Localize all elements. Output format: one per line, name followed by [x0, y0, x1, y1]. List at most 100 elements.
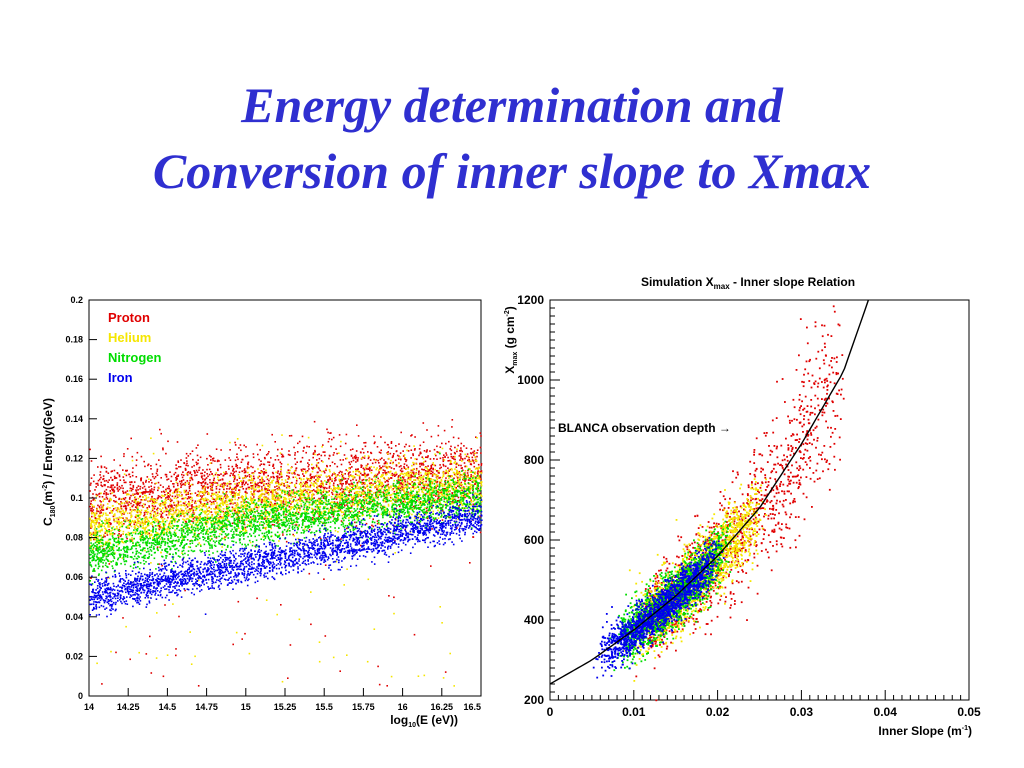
left-point — [144, 529, 146, 532]
left-point — [130, 522, 132, 524]
left-outlier-point — [115, 651, 117, 654]
left-point — [303, 475, 305, 477]
left-outlier-point — [102, 504, 105, 506]
left-point — [358, 470, 360, 473]
left-outlier-point — [479, 531, 482, 534]
left-point — [382, 465, 384, 468]
left-point — [277, 489, 279, 491]
left-point — [380, 505, 382, 508]
left-point — [261, 480, 263, 482]
left-point — [205, 503, 207, 506]
left-point — [319, 537, 322, 540]
left-point — [446, 498, 449, 501]
left-point — [316, 459, 318, 461]
left-point — [241, 483, 243, 486]
left-point — [337, 496, 339, 498]
left-point — [173, 491, 176, 494]
left-point — [348, 467, 350, 470]
left-point — [272, 475, 274, 478]
left-point — [188, 487, 191, 490]
left-point — [251, 477, 253, 480]
left-point — [447, 467, 449, 469]
left-point — [156, 512, 159, 514]
left-point — [95, 522, 98, 525]
left-point — [159, 484, 162, 486]
left-point — [139, 535, 141, 538]
left-point — [265, 469, 267, 472]
left-point — [451, 475, 453, 477]
left-point — [193, 464, 195, 467]
left-point — [165, 488, 167, 491]
left-point — [281, 478, 283, 481]
left-point — [103, 490, 106, 493]
left-point — [402, 495, 404, 498]
left-point — [328, 485, 331, 488]
left-point — [95, 530, 98, 533]
left-point — [195, 502, 197, 505]
left-point — [307, 495, 310, 497]
left-point — [171, 513, 173, 516]
left-point — [162, 503, 164, 506]
left-point — [268, 479, 270, 482]
left-point — [443, 485, 446, 487]
left-point — [380, 436, 382, 438]
left-point — [142, 481, 144, 484]
left-point — [337, 503, 340, 506]
left-point — [118, 485, 121, 488]
left-point — [122, 517, 124, 519]
left-point — [458, 470, 461, 473]
left-point — [404, 472, 406, 475]
left-point — [208, 510, 210, 512]
left-point — [205, 499, 207, 502]
left-point — [152, 501, 154, 504]
left-point — [475, 492, 477, 495]
left-point — [113, 519, 115, 521]
left-point — [324, 516, 327, 519]
left-point — [298, 477, 301, 480]
left-point — [189, 477, 191, 480]
left-point — [264, 457, 266, 460]
left-point — [191, 516, 193, 519]
left-point — [135, 500, 137, 502]
left-point — [397, 462, 400, 465]
left-point — [350, 455, 353, 457]
left-point — [275, 504, 277, 507]
left-point — [123, 523, 125, 525]
left-point — [463, 477, 466, 479]
left-point — [288, 506, 291, 508]
left-point — [136, 518, 139, 520]
left-point — [111, 512, 113, 514]
left-point — [227, 515, 230, 517]
left-point — [358, 512, 360, 514]
left-point — [317, 480, 319, 482]
left-point — [130, 489, 133, 492]
left-point — [472, 479, 475, 481]
left-point — [480, 435, 482, 437]
left-point — [262, 536, 264, 538]
left-point — [422, 462, 424, 465]
left-point — [344, 477, 347, 480]
left-point — [333, 501, 336, 503]
left-point — [132, 520, 134, 523]
left-point — [377, 494, 379, 497]
left-point — [404, 483, 407, 486]
left-point — [290, 521, 293, 523]
left-point — [273, 502, 276, 505]
left-point — [412, 471, 415, 474]
left-point — [145, 516, 148, 518]
left-point — [203, 502, 206, 505]
left-outlier-point — [178, 615, 180, 618]
left-point — [129, 509, 132, 511]
left-point — [226, 501, 228, 503]
left-point — [288, 498, 290, 500]
left-point — [153, 477, 156, 480]
left-point — [300, 468, 303, 471]
left-point — [110, 484, 113, 487]
left-point — [108, 525, 110, 528]
left-point — [189, 453, 192, 455]
left-point — [336, 465, 339, 468]
left-point — [232, 508, 234, 510]
left-point — [393, 490, 396, 493]
left-point — [251, 501, 254, 504]
left-point — [362, 456, 364, 459]
